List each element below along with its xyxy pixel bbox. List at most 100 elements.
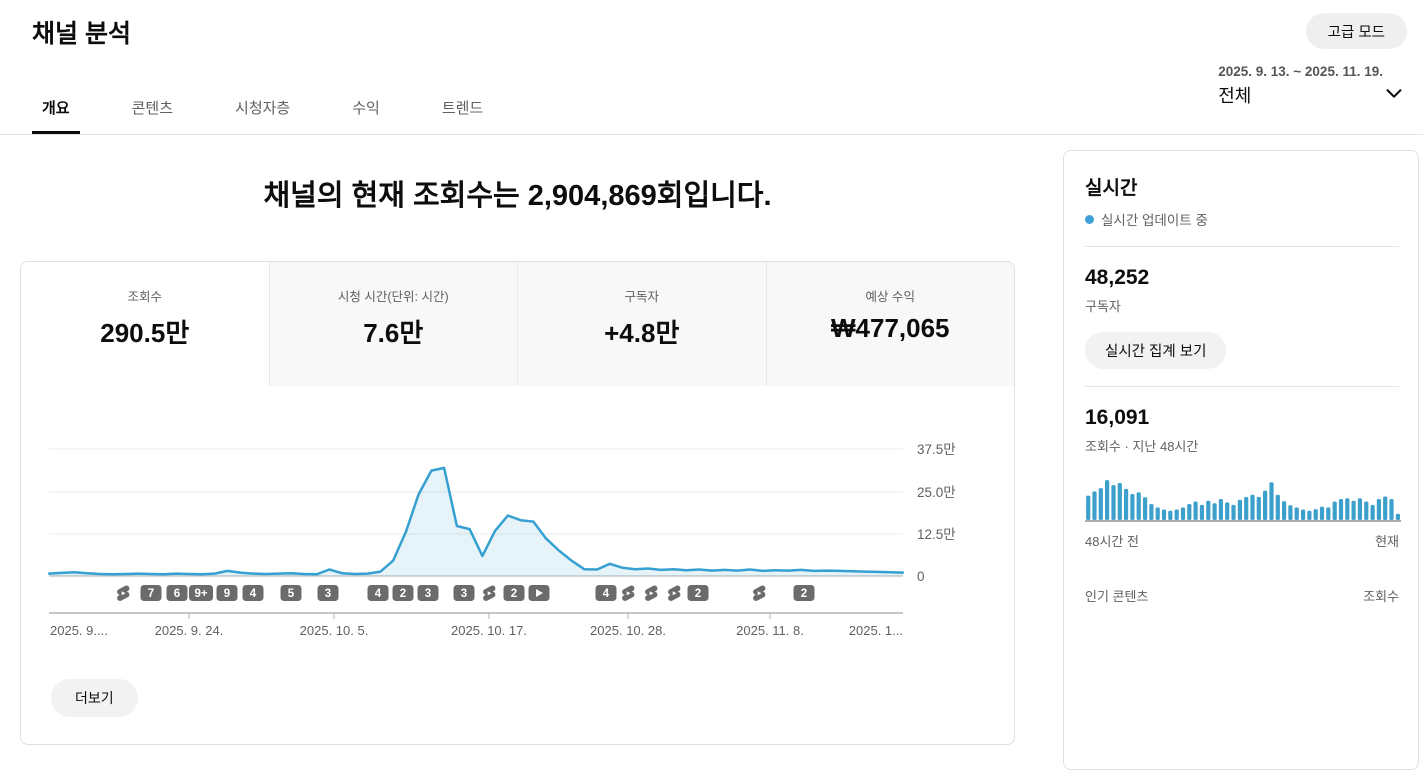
metric-tab-watch-time[interactable]: 시청 시간(단위: 시간) 7.6만 xyxy=(269,262,518,386)
bar xyxy=(1319,506,1325,520)
tab-content[interactable]: 콘텐츠 xyxy=(122,97,183,134)
bar xyxy=(1313,509,1318,520)
y-axis-tick-label: 12.5만 xyxy=(917,527,956,542)
line-chart-line xyxy=(47,466,905,576)
metric-value: 290.5만 xyxy=(100,318,190,348)
bar xyxy=(1395,513,1400,520)
realtime-title: 실시간 xyxy=(1085,178,1138,199)
x-axis-tick-label: 2025. 9.... xyxy=(50,623,108,638)
divider xyxy=(1085,386,1399,387)
bar xyxy=(1149,504,1154,520)
tab-label: 개요 xyxy=(42,100,70,117)
bar xyxy=(1193,501,1198,520)
x-axis-tick-label: 2025. 10. 5. xyxy=(300,623,369,638)
video-marker-badge[interactable] xyxy=(503,585,525,601)
bar xyxy=(1326,507,1331,520)
bar xyxy=(1357,498,1362,520)
bar xyxy=(1161,509,1167,520)
metric-tab-revenue[interactable]: 예상 수익 ₩477,065 xyxy=(766,262,1014,386)
x-axis-tick-label: 2025. 11. 8. xyxy=(736,623,804,638)
video-marker-badge[interactable] xyxy=(189,585,213,601)
bar xyxy=(1231,504,1236,520)
axis-left-label: 48시간 전 xyxy=(1085,534,1139,549)
bar xyxy=(1174,509,1179,520)
video-marker-badge[interactable] xyxy=(417,585,439,601)
metric-tab-views[interactable]: 조회수 290.5만 xyxy=(21,262,270,386)
video-marker-badge[interactable] xyxy=(453,585,475,601)
bar xyxy=(1218,499,1223,520)
tab-label: 수익 xyxy=(352,100,380,117)
date-range-text: 2025. 9. 13. ~ 2025. 11. 19. xyxy=(1218,64,1383,79)
video-marker-badge[interactable] xyxy=(793,585,815,601)
shorts-video-marker-icon[interactable] xyxy=(483,585,496,601)
bar xyxy=(1294,507,1299,520)
bar xyxy=(1269,482,1274,520)
bar xyxy=(1130,494,1135,520)
bar xyxy=(1376,499,1381,520)
x-axis-tick-label: 2025. 10. 28. xyxy=(590,623,666,638)
metric-label: 조회수 xyxy=(127,290,162,304)
tab-trends[interactable]: 트렌드 xyxy=(432,97,493,134)
video-marker-badge[interactable] xyxy=(242,585,264,601)
video-marker-badge[interactable] xyxy=(280,585,302,601)
realtime-views-label: 조회수 · 지난 48시간 xyxy=(1085,439,1199,454)
video-marker-badge[interactable] xyxy=(367,585,389,601)
realtime-views-count: 16,091 xyxy=(1085,406,1150,429)
metric-label: 예상 수익 xyxy=(865,290,915,304)
tab-audience[interactable]: 시청자층 xyxy=(225,97,300,134)
views-line-chart: 37.5만 25.0만 12.5만 0 7 6 9+ 9 4 5 3 4 2 3 3 2 4 2 2 2025. 9.… xyxy=(21,416,1014,651)
bar xyxy=(1301,509,1306,520)
live-count-button[interactable]: 실시간 집계 보기 xyxy=(1085,332,1227,369)
views-48h-bar-chart xyxy=(1085,479,1401,525)
bar xyxy=(1237,499,1242,520)
shorts-video-marker-icon[interactable] xyxy=(117,585,130,601)
bar xyxy=(1111,485,1116,520)
y-axis-tick-label: 25.0만 xyxy=(917,485,956,500)
metric-value: 7.6만 xyxy=(363,318,424,348)
analytics-tabs: 개요 콘텐츠 시청자층 수익 트렌드 xyxy=(32,97,535,134)
bar xyxy=(1345,498,1350,520)
bar xyxy=(1263,490,1268,520)
chevron-down-icon[interactable] xyxy=(1383,82,1405,104)
video-marker-badge[interactable] xyxy=(140,585,162,601)
date-range-selected: 전체 xyxy=(1218,86,1252,106)
video-marker-count: 4 xyxy=(603,588,610,600)
page-header: 채널 분석 고급 모드 개요 콘텐츠 시청자층 수익 트렌드 2025. 9. … xyxy=(0,0,1423,135)
bar xyxy=(1332,501,1337,520)
advanced-mode-button[interactable]: 고급 모드 xyxy=(1305,13,1407,49)
video-marker-count: 9 xyxy=(224,588,230,600)
x-axis-tick-label: 2025. 10. 17. xyxy=(451,623,527,638)
bar-chart-axis: 48시간 전 현재 xyxy=(1085,531,1399,550)
video-marker-count: 5 xyxy=(288,588,295,600)
bar xyxy=(1288,505,1293,520)
tab-revenue[interactable]: 수익 xyxy=(342,97,390,134)
video-marker-badge[interactable] xyxy=(216,585,238,601)
shorts-video-marker-icon[interactable] xyxy=(753,585,766,601)
video-marker-badge[interactable] xyxy=(392,585,414,601)
live-dot-icon xyxy=(1085,214,1094,224)
bar xyxy=(1212,503,1217,520)
bar xyxy=(1143,497,1148,520)
top-content-metric: 조회수 xyxy=(1363,589,1399,604)
video-marker-badge[interactable] xyxy=(595,585,617,601)
bar xyxy=(1307,510,1312,520)
video-marker-count: 2 xyxy=(400,588,406,600)
video-marker-count: 2 xyxy=(511,588,517,600)
shorts-video-marker-icon[interactable] xyxy=(668,585,681,601)
see-more-button[interactable]: 더보기 xyxy=(51,679,138,717)
video-marker-badge[interactable] xyxy=(166,585,188,601)
video-marker-count: 3 xyxy=(461,588,467,600)
bar xyxy=(1244,496,1249,520)
top-content-row: 인기 콘텐츠 조회수 xyxy=(1085,586,1399,605)
date-range-picker[interactable]: 2025. 9. 13. ~ 2025. 11. 19. 전체 xyxy=(1218,64,1383,108)
tab-overview[interactable]: 개요 xyxy=(32,97,80,134)
video-marker-badge[interactable] xyxy=(687,585,709,601)
y-axis-tick-label: 37.5만 xyxy=(917,442,956,457)
shorts-video-marker-icon[interactable] xyxy=(622,585,635,601)
shorts-video-marker-icon[interactable] xyxy=(645,585,658,601)
line-chart-area xyxy=(49,467,903,576)
bar xyxy=(1389,499,1394,520)
video-marker-badge[interactable] xyxy=(317,585,339,601)
metric-tab-subscribers[interactable]: 구독자 +4.8만 xyxy=(518,262,767,386)
bar xyxy=(1338,499,1344,520)
